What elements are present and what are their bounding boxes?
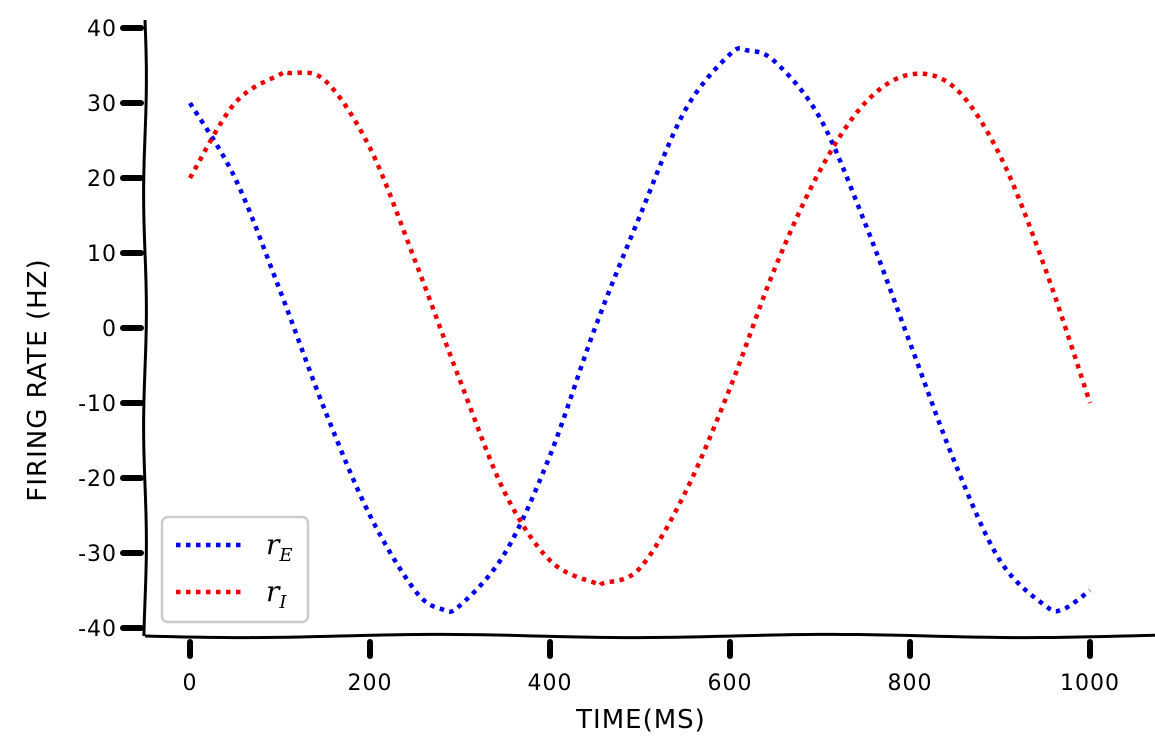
x-axis-line <box>144 632 1155 640</box>
x-axis-label: TIME(MS) <box>575 705 706 735</box>
y-tick-label: -40 <box>78 617 117 642</box>
x-tick-label: 0 <box>183 671 198 696</box>
legend-entry-subscript: I <box>278 592 287 613</box>
x-tick-label: 1000 <box>1060 671 1120 696</box>
y-tick-label: -30 <box>78 542 117 567</box>
legend-entry-main: r <box>266 575 281 608</box>
y-tick-label: 40 <box>87 17 117 42</box>
legend-entry-main: r <box>266 528 281 561</box>
x-tick-label: 800 <box>888 671 933 696</box>
x-tick-label: 400 <box>528 671 573 696</box>
x-tick-label: 600 <box>708 671 753 696</box>
legend-entry-label: rI <box>266 575 287 613</box>
y-tick-label: 30 <box>87 92 117 117</box>
x-tick-label: 200 <box>348 671 393 696</box>
y-tick-label: 10 <box>87 242 117 267</box>
series-layer <box>188 45 1093 615</box>
y-axis-line <box>142 19 148 637</box>
legend-entry-label: rE <box>266 528 293 566</box>
series-line-r-e <box>188 45 1092 615</box>
y-tick-label: 20 <box>87 167 117 192</box>
y-axis-label: FIRING RATE (HZ) <box>23 258 53 501</box>
series-line-r-i <box>188 69 1093 588</box>
y-tick-label: -20 <box>78 467 117 492</box>
y-tick-label: 0 <box>102 317 117 342</box>
legend-entry-subscript: E <box>278 545 292 566</box>
y-tick-label: -10 <box>78 392 117 417</box>
